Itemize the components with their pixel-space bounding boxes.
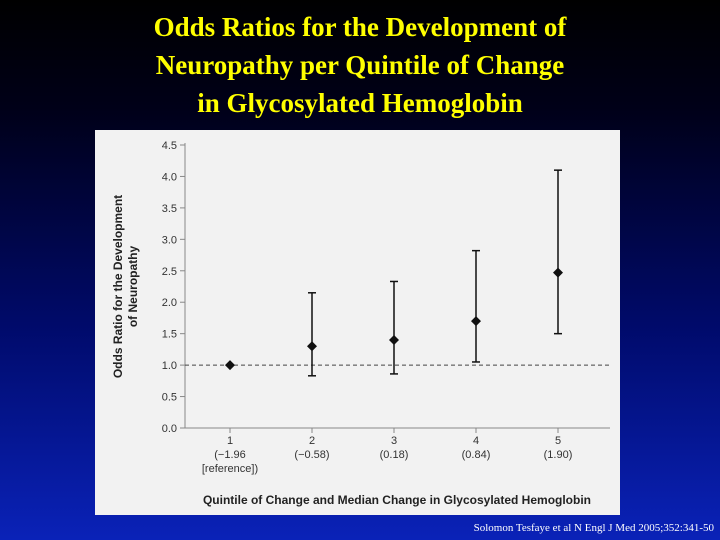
y-tick-label: 3.5 (162, 203, 177, 215)
x-axis-label: Quintile of Change and Median Change in … (203, 493, 591, 507)
y-tick-label: 0.0 (162, 423, 177, 435)
y-tick-label: 3.0 (162, 234, 177, 246)
title-line-2: Neuropathy per Quintile of Change (155, 50, 565, 80)
y-tick-label: 1.0 (162, 360, 177, 372)
x-tick-label: 5 (1.90) (544, 435, 573, 461)
y-tick-label: 4.0 (162, 171, 177, 183)
y-tick-label: 2.0 (162, 297, 177, 309)
odds-ratio-chart: 0.0 0.5 1.0 1.5 2.0 2.5 3.0 3.5 4.0 4.5 1 (−1.96 [re… (111, 140, 610, 507)
citation: Solomon Tesfaye et al N Engl J Med 2005;… (473, 522, 714, 534)
data-point-marker (471, 316, 481, 327)
x-tick-label: 4 (0.84) (462, 435, 491, 461)
x-tick-label: 2 (−0.58) (294, 435, 329, 461)
x-tick-label: 1 (−1.96 [reference]) (202, 435, 258, 475)
figure-panel: 0.0 0.5 1.0 1.5 2.0 2.5 3.0 3.5 4.0 4.5 1 (−1.96 [re… (95, 130, 620, 515)
data-point-marker (225, 360, 235, 371)
data-point-marker (307, 341, 317, 352)
y-tick-label: 0.5 (162, 392, 177, 404)
data-point-marker (389, 334, 399, 345)
x-tick-label: 3 (0.18) (380, 435, 409, 461)
y-axis-label: Odds Ratio for the Development (111, 195, 125, 378)
title-line-1: Odds Ratios for the Development of (153, 12, 567, 42)
y-tick-label: 2.5 (162, 266, 177, 278)
y-axis-label: of Neuropathy (126, 246, 140, 328)
slide-title: Odds Ratios for the Development of Neuro… (0, 8, 720, 122)
title-line-3: in Glycosylated Hemoglobin (197, 88, 523, 118)
y-tick-label: 1.5 (162, 329, 177, 341)
y-tick-label: 4.5 (162, 140, 177, 152)
data-point-marker (553, 267, 563, 278)
